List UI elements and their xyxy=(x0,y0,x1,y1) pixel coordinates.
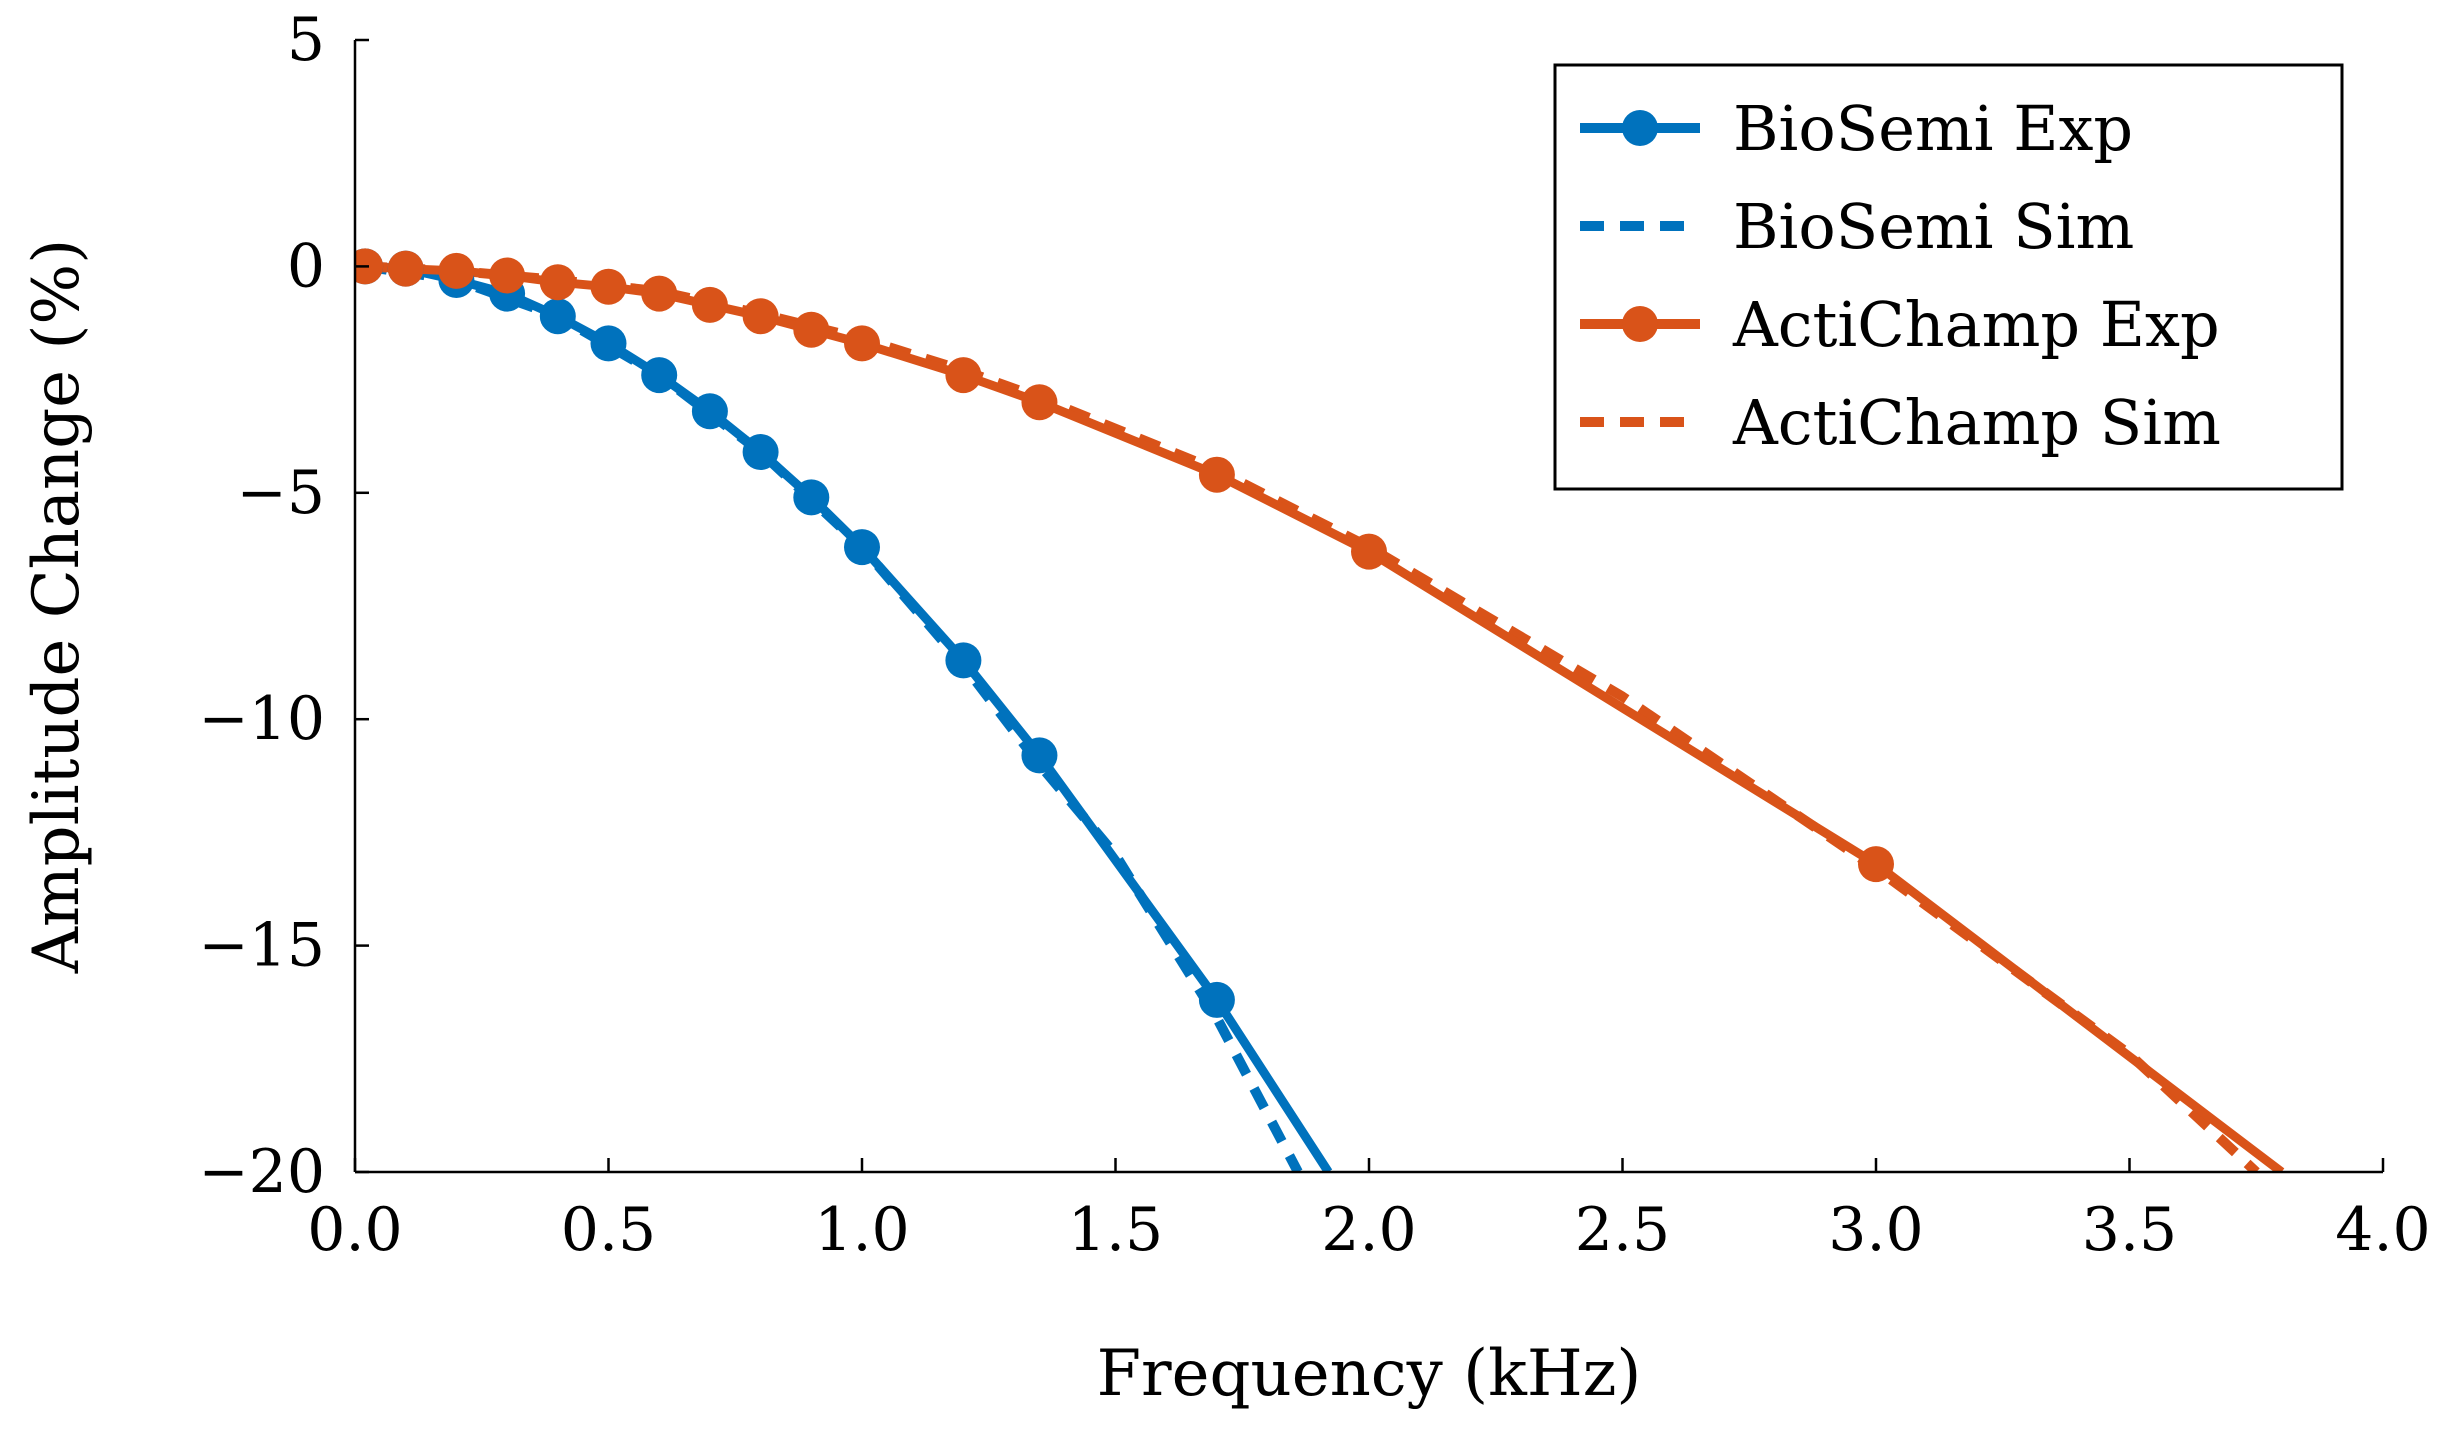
legend-marker xyxy=(1622,110,1658,146)
data-point-actichamp-exp xyxy=(1198,456,1235,493)
data-point-biosemi-exp xyxy=(793,479,830,516)
axes: 0.0 0.5 1.0 1.5 2.0 2.5 3.0 3.5 4.0 5 0 −5 −10 −15 −2… xyxy=(198,5,2430,1265)
x-tick-label: 3.5 xyxy=(2082,1195,2177,1265)
data-point-biosemi-exp xyxy=(1021,737,1058,774)
data-point-actichamp-exp xyxy=(1351,533,1387,570)
x-tick-label: 4.0 xyxy=(2335,1195,2430,1265)
data-point-biosemi-exp xyxy=(742,434,779,471)
data-point-actichamp-exp xyxy=(1021,384,1058,421)
data-point-biosemi-exp xyxy=(691,393,728,430)
series-line-biosemi-exp xyxy=(364,261,1333,1172)
x-ticks: 0.0 0.5 1.0 1.5 2.0 2.5 3.0 3.5 4.0 xyxy=(307,1158,2431,1265)
x-tick-label: 3.0 xyxy=(1828,1195,1923,1265)
data-point-biosemi-exp xyxy=(590,325,627,362)
x-tick-label: 1.5 xyxy=(1068,1195,1163,1265)
data-point-actichamp-exp xyxy=(489,257,526,294)
series-line-biosemi-sim xyxy=(364,261,1303,1172)
y-tick-label: −10 xyxy=(198,684,325,754)
legend-label: BioSemi Sim xyxy=(1733,190,2134,263)
data-point-actichamp-exp xyxy=(945,357,982,394)
x-tick-label: 2.0 xyxy=(1321,1195,1416,1265)
legend-box xyxy=(1553,63,2344,491)
data-point-actichamp-exp xyxy=(1858,846,1894,883)
data-point-biosemi-exp xyxy=(641,357,678,394)
y-tick-label: −15 xyxy=(198,911,325,981)
y-ticks: 5 0 −5 −10 −15 −20 xyxy=(198,5,369,1207)
y-axis-title: Amplitude Change (%) xyxy=(20,239,94,974)
legend-label: BioSemi Exp xyxy=(1733,92,2133,165)
data-point-actichamp-exp xyxy=(641,275,678,312)
x-tick-label: 0.5 xyxy=(561,1195,656,1265)
data-point-biosemi-exp xyxy=(539,298,576,335)
data-point-actichamp-exp xyxy=(355,248,384,285)
legend-label: ActiChamp Exp xyxy=(1732,288,2220,361)
legend-marker xyxy=(1622,306,1658,342)
data-point-actichamp-exp xyxy=(742,298,779,335)
data-point-actichamp-exp xyxy=(793,311,830,348)
data-point-actichamp-exp xyxy=(387,250,424,287)
data-point-actichamp-exp xyxy=(844,325,880,362)
x-tick-label: 2.5 xyxy=(1575,1195,1670,1265)
y-tick-label: −20 xyxy=(198,1137,325,1207)
y-tick-label: 5 xyxy=(287,5,325,75)
y-tick-label: 0 xyxy=(287,231,325,301)
data-point-actichamp-exp xyxy=(691,286,728,323)
x-tick-label: 0.0 xyxy=(307,1195,402,1265)
data-point-actichamp-exp xyxy=(590,268,627,305)
y-tick-label: −5 xyxy=(237,458,325,528)
data-point-biosemi-exp xyxy=(945,642,982,679)
x-axis-title: Frequency (kHz) xyxy=(1097,1337,1642,1411)
marker-layer xyxy=(355,248,1894,1018)
legend: BioSemi Exp BioSemi Sim ActiChamp Exp ActiC… xyxy=(1553,63,2344,491)
legend-label: ActiChamp Sim xyxy=(1732,386,2221,459)
data-point-biosemi-exp xyxy=(844,529,880,566)
x-tick-label: 1.0 xyxy=(814,1195,909,1265)
data-point-actichamp-exp xyxy=(539,264,576,301)
data-point-biosemi-exp xyxy=(1198,981,1235,1018)
data-point-actichamp-exp xyxy=(438,252,475,289)
